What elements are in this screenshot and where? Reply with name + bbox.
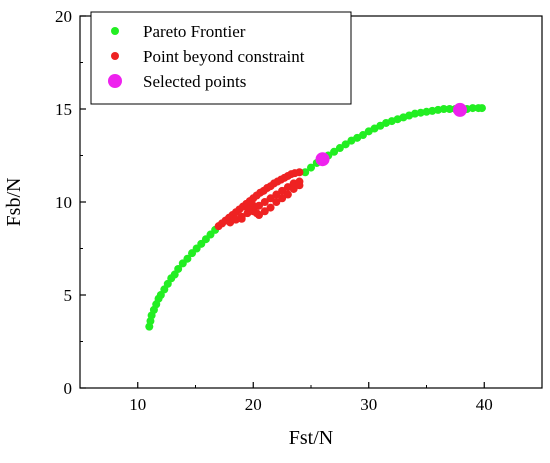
constraint-point [272,198,281,206]
constraint-point [278,194,287,203]
constraint-point [272,190,281,199]
y-tick-label: 10 [55,193,72,212]
legend: Pareto Frontier Point beyond constraint Se… [90,11,352,105]
constraint-point [283,190,292,199]
legend-marker [111,52,119,60]
constraint-point [266,194,275,203]
constraint-point [255,201,264,210]
pareto-point [341,140,350,149]
constraint-point [237,214,246,223]
x-tick-label: 30 [360,395,377,414]
x-tick-label: 20 [245,395,262,414]
constraint-point [244,205,253,214]
constraint-point [260,207,269,216]
y-axis-label: Fsb/N [3,178,25,227]
legend-box [90,11,352,105]
y-tick-label: 0 [64,379,73,398]
constraint-point [295,168,304,177]
legend-marker [111,27,119,35]
legend-label: Point beyond constraint [143,47,305,66]
y-tick-label: 15 [55,100,72,119]
pareto-point [477,104,486,113]
pareto-point [330,147,339,156]
axes-layer: 10 20 30 40 0 5 10 15 20 [55,7,543,414]
selected-point [452,102,467,117]
pareto-point [174,264,183,273]
y-tick-label: 5 [64,286,73,305]
x-tick-label: 40 [476,395,493,414]
constraint-point [295,181,304,190]
x-tick-label: 10 [129,395,146,414]
y-tick-label: 20 [55,7,72,26]
legend-marker [108,74,122,88]
constraint-point [278,186,287,195]
constraint-point [266,203,275,212]
constraint-point [252,209,261,218]
points-layer [145,102,486,331]
pareto-point [439,105,448,113]
selected-point [315,152,330,167]
pareto-point [445,105,454,113]
pareto-point [468,104,477,113]
constraint-point [260,198,269,206]
pareto-point [301,168,310,177]
pareto-point [358,131,367,140]
pareto-point [307,163,315,172]
legend-label: Selected points [143,72,246,91]
legend-label: Pareto Frontier [143,22,246,41]
x-axis-label: Fst/N [289,427,333,449]
pareto-point [335,144,344,153]
constraint-point [289,184,298,193]
pareto-point [183,254,192,263]
